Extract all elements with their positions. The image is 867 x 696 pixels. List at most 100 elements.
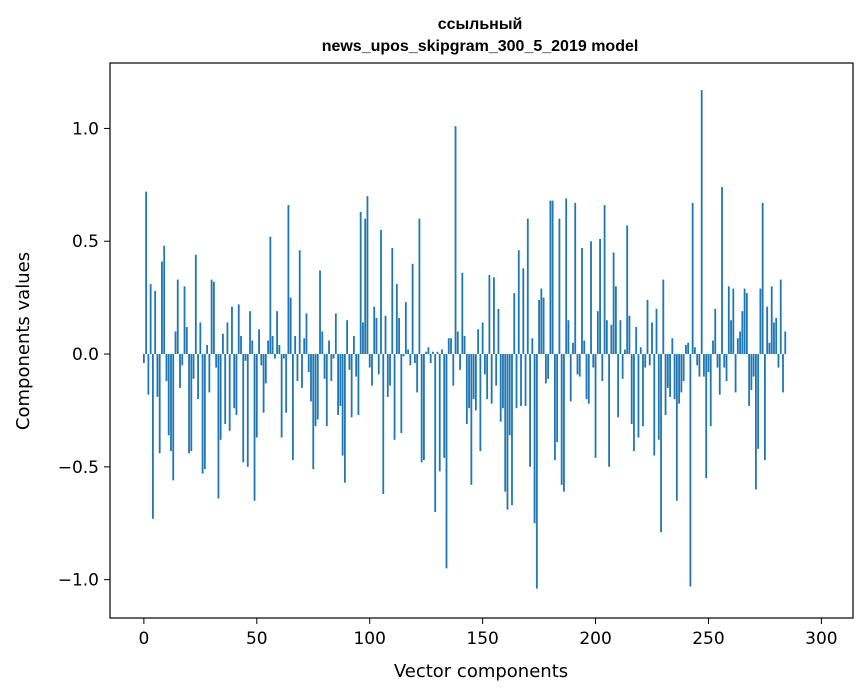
bar [766,306,769,355]
bar [642,354,644,427]
bar [730,320,732,355]
bar [502,354,504,409]
bar [727,286,730,355]
bar [657,354,660,440]
bar [709,354,712,427]
bar [703,354,705,377]
bar [477,329,480,355]
bar [535,354,538,589]
bar [348,354,351,370]
bar [463,335,466,355]
bar [578,354,581,377]
bar [646,299,649,355]
bar [194,254,197,355]
bar [400,354,403,433]
bar [246,354,249,467]
bar [635,326,638,355]
bar [271,335,274,355]
bar [513,293,516,355]
bar [156,354,159,397]
bar [228,354,231,431]
bar [425,351,428,355]
chart-subtitle: news_upos_skipgram_300_5_2019 model [322,38,639,55]
y-axis-label: Components values [13,252,34,430]
bar [330,354,333,382]
bar [748,354,751,406]
bar [594,354,597,458]
x-tick-label: 50 [246,629,268,649]
bar [662,279,665,355]
bar [386,354,389,397]
bar [434,354,437,512]
bar [777,354,780,368]
bar [341,354,344,456]
bar [682,354,685,382]
bar [170,354,172,452]
bar [353,335,355,355]
bar [456,331,459,355]
bar [280,354,283,438]
bar [764,354,766,461]
bar [472,354,475,400]
bar [583,340,586,355]
bar [779,279,782,355]
bar [149,284,152,355]
bar [639,347,642,355]
bar [332,354,335,359]
bar [481,322,484,355]
bar [264,354,267,384]
bar [391,248,394,355]
bar [334,313,337,355]
x-tick-label: 100 [353,629,385,649]
bar [343,354,346,483]
bar [393,354,396,440]
bar [445,354,448,569]
bar [212,281,215,355]
bar [680,354,683,393]
bar [741,311,744,355]
bar [224,354,227,424]
bar [499,354,502,422]
bar [251,340,254,355]
bar [754,354,757,490]
bar [443,354,446,458]
bar [529,354,531,467]
bar [569,354,572,402]
y-tick-label: −1.0 [58,571,99,591]
bar [574,202,577,355]
bar [587,354,590,404]
bar [203,354,206,470]
bar [389,354,391,386]
bar [362,322,364,355]
bar [624,349,626,355]
bar [684,345,687,355]
bar [183,286,186,355]
bar [181,354,184,366]
bar [520,354,522,406]
bar [292,354,294,461]
x-axis-ticks: 0 50 100 150 200 250 300 [138,618,838,649]
bar [163,245,166,355]
bar [474,354,477,411]
bar [734,354,737,393]
bar [673,354,676,400]
bar [567,320,570,355]
bar [165,354,168,382]
bar [752,354,755,377]
bar [373,306,376,355]
bar [441,349,443,355]
bar [707,354,710,373]
bar [197,354,199,400]
bar [368,354,371,368]
bar [563,354,565,492]
bar [696,354,699,366]
bar [429,354,432,364]
bar [411,263,414,355]
bar [208,354,211,393]
bar [506,354,509,510]
bar [432,351,434,355]
bar [540,288,543,355]
bar [687,342,690,355]
bar [493,277,495,355]
